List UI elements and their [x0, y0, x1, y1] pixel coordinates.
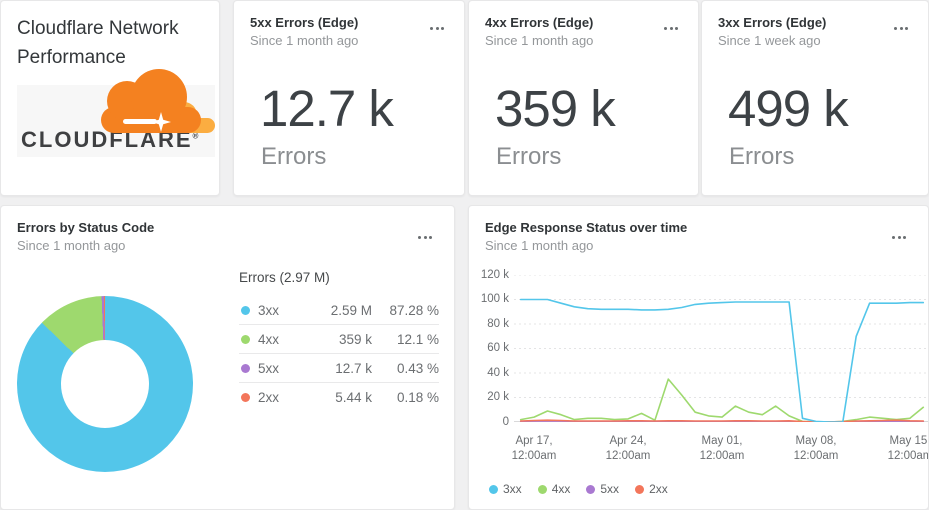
y-tick-label: 100 k	[480, 293, 509, 305]
stat-unit-label: Errors	[496, 143, 562, 170]
stat-card-4xx-errors: 4xx Errors (Edge) Since 1 month ago 359 …	[468, 0, 699, 196]
series-percent: 12.1 %	[396, 331, 439, 347]
series-label: 5xx	[258, 360, 280, 376]
series-label: 2xx	[258, 389, 280, 405]
card-title: 4xx Errors (Edge)	[485, 15, 594, 30]
card-subtitle: Since 1 week ago	[718, 33, 821, 48]
overflow-menu-icon[interactable]	[414, 232, 436, 243]
series-color-dot	[241, 305, 250, 315]
x-tick-label: May 08, 12:00am	[793, 435, 839, 462]
legend-label: 3xx	[503, 482, 522, 496]
card-title: Errors by Status Code	[17, 220, 155, 235]
card-subtitle: Since 1 month ago	[17, 238, 126, 253]
series-value: 2.59 M	[330, 302, 372, 318]
card-subtitle: Since 1 month ago	[485, 238, 594, 253]
overflow-menu-icon[interactable]	[660, 23, 682, 34]
series-color-dot	[489, 484, 498, 494]
x-tick-label: Apr 17, 12:00am	[511, 435, 557, 462]
overflow-menu-icon[interactable]	[890, 23, 912, 34]
series-value: 5.44 k	[335, 389, 372, 405]
table-row[interactable]: 4xx 359 k 12.1 %	[239, 324, 439, 353]
card-subtitle: Since 1 month ago	[485, 33, 594, 48]
legend-label: 2xx	[649, 482, 668, 496]
y-tick-label: 0	[502, 416, 509, 428]
x-tick-label: Apr 24, 12:00am	[605, 435, 651, 462]
card-title: 3xx Errors (Edge)	[718, 15, 827, 30]
series-percent: 87.28 %	[389, 302, 439, 318]
card-header: Edge Response Status over time Since 1 m…	[485, 220, 888, 253]
legend-item-3xx[interactable]: 3xx	[489, 482, 522, 496]
overflow-menu-icon[interactable]	[888, 232, 910, 243]
series-label: 4xx	[258, 331, 280, 347]
series-color-dot	[635, 484, 645, 494]
cloudflare-logo: CLOUDFLARE®	[17, 69, 215, 157]
legend-label: 4xx	[551, 482, 571, 496]
cloudflare-cloud-icon	[101, 69, 201, 133]
card-title: 5xx Errors (Edge)	[250, 15, 359, 30]
series-color-dot	[586, 484, 596, 494]
table-row[interactable]: 5xx 12.7 k 0.43 %	[239, 353, 439, 382]
legend-item-5xx[interactable]: 5xx	[586, 482, 619, 496]
y-tick-label: 80 k	[487, 318, 509, 330]
overflow-menu-icon[interactable]	[426, 23, 448, 34]
donut-chart[interactable]	[17, 296, 193, 472]
table-row[interactable]: 2xx 5.44 k 0.18 %	[239, 382, 439, 411]
series-color-dot	[241, 392, 250, 402]
series-percent: 0.18 %	[396, 389, 439, 405]
stat-value: 499 k	[728, 80, 849, 137]
registered-mark: ®	[192, 131, 199, 141]
card-subtitle: Since 1 month ago	[250, 33, 359, 48]
y-tick-label: 60 k	[487, 342, 509, 354]
card-header: 4xx Errors (Edge) Since 1 month ago	[485, 15, 658, 48]
y-tick-label: 120 k	[480, 269, 509, 281]
title-card: Cloudflare Network Performance CLOUDFLAR…	[0, 0, 220, 196]
card-header: Errors by Status Code Since 1 month ago	[17, 220, 414, 253]
dashboard-title: Cloudflare Network Performance	[17, 18, 179, 68]
stat-value: 359 k	[495, 80, 616, 137]
x-tick-label: May 15, 12:00am	[887, 435, 929, 462]
line-chart-svg[interactable]	[514, 275, 929, 422]
stat-unit-label: Errors	[729, 143, 795, 170]
y-tick-label: 40 k	[487, 367, 509, 379]
stat-card-3xx-errors: 3xx Errors (Edge) Since 1 week ago 499 k…	[701, 0, 929, 196]
chart-legend: 3xx 4xx 5xx 2xx	[489, 482, 668, 496]
y-tick-label: 20 k	[487, 391, 509, 403]
stat-unit-label: Errors	[261, 143, 327, 170]
series-color-dot	[537, 484, 547, 494]
series-label: 3xx	[258, 302, 280, 318]
donut-legend-table: Errors (2.97 M) 3xx 2.59 M 87.28 % 4xx 3…	[239, 270, 439, 411]
edge-response-status-card: Edge Response Status over time Since 1 m…	[468, 205, 929, 510]
series-percent: 0.43 %	[396, 360, 439, 376]
series-color-dot	[241, 334, 250, 344]
series-value: 12.7 k	[335, 360, 372, 376]
card-header: 5xx Errors (Edge) Since 1 month ago	[250, 15, 424, 48]
series-value: 359 k	[338, 331, 372, 347]
stat-value: 12.7 k	[260, 80, 394, 137]
legend-item-4xx[interactable]: 4xx	[537, 482, 571, 496]
legend-table-header: Errors (2.97 M)	[239, 270, 330, 285]
card-title: Edge Response Status over time	[485, 220, 688, 235]
x-tick-label: May 01, 12:00am	[699, 435, 745, 462]
series-color-dot	[241, 363, 250, 373]
donut-hole	[61, 340, 149, 428]
card-header: 3xx Errors (Edge) Since 1 week ago	[718, 15, 888, 48]
stat-card-5xx-errors: 5xx Errors (Edge) Since 1 month ago 12.7…	[233, 0, 465, 196]
legend-item-2xx[interactable]: 2xx	[635, 482, 668, 496]
table-row[interactable]: 3xx 2.59 M 87.28 %	[239, 296, 439, 324]
errors-by-status-card: Errors by Status Code Since 1 month ago …	[0, 205, 455, 510]
legend-label: 5xx	[600, 482, 620, 496]
flare-streak-icon	[123, 119, 157, 124]
